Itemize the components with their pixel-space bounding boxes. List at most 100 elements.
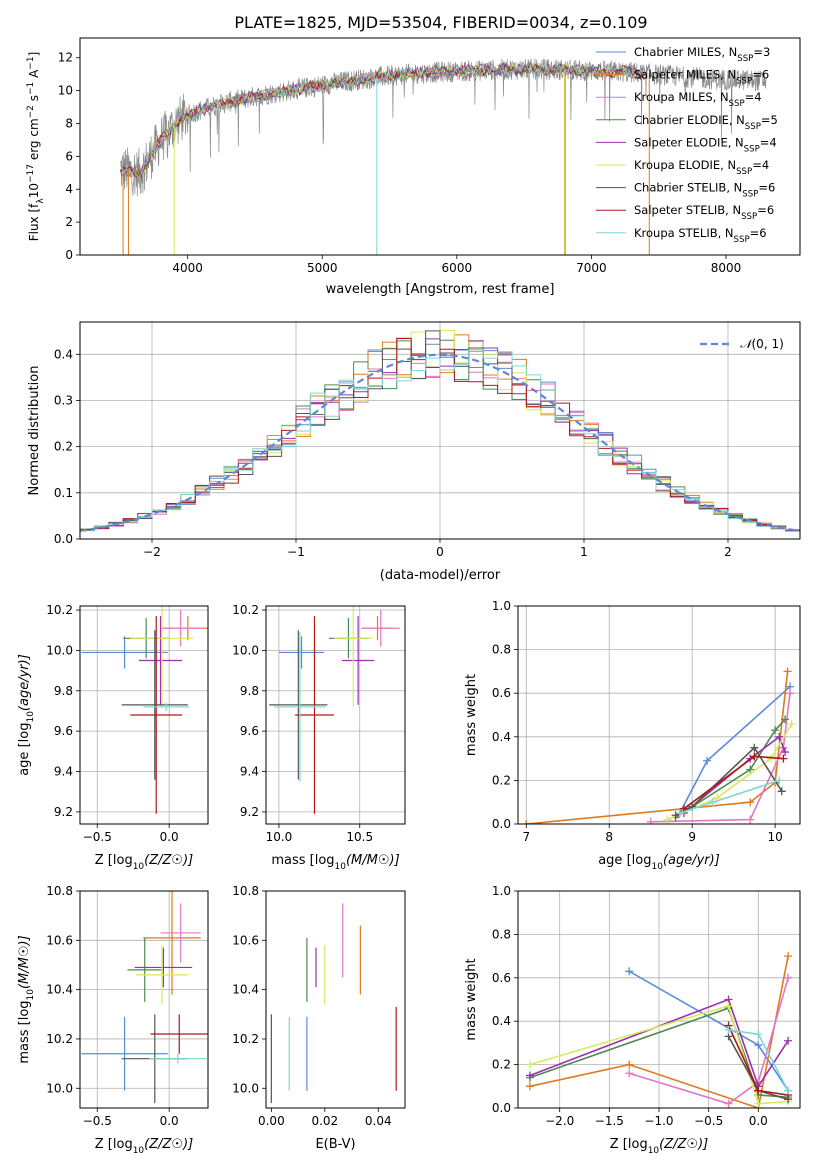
legend-label: Kroupa STELIB, NSSP=6 (634, 226, 767, 245)
mass-weight-marker (724, 1002, 733, 1011)
x-axis-label: wavelength [Angstrom, rest frame] (326, 282, 555, 297)
y-tick-label: 10.8 (232, 884, 259, 898)
x-axis-label: Z [log10(Z/Z☉)] (610, 1137, 708, 1156)
y-tick-label: 9.2 (54, 805, 73, 819)
legend-label: Kroupa ELODIE, NSSP=4 (634, 158, 769, 177)
y-tick-label: 0.0 (492, 817, 511, 831)
mass-weight-line (678, 686, 791, 814)
y-axis-label: age [log10(age/yr)] (17, 654, 36, 776)
y-axis-label: mass weight (464, 958, 479, 1040)
mass-weight-marker (775, 732, 784, 741)
mass-weight-marker (775, 776, 784, 785)
x-tick-label: −1.5 (595, 1114, 624, 1128)
mass-weight-marker (787, 719, 796, 728)
x-tick-label: 5000 (307, 261, 338, 275)
y-tick-label: 1.0 (492, 599, 511, 613)
mass-weight-marker (786, 689, 795, 698)
mass-weight-line (650, 693, 791, 823)
y-tick-label: 0.8 (492, 643, 511, 657)
x-tick-label: −1.0 (644, 1114, 673, 1128)
x-tick-label: −0.5 (83, 830, 112, 844)
y-tick-label: 12 (58, 51, 73, 65)
normal-curve (80, 353, 800, 532)
x-tick-label: 6000 (442, 261, 473, 275)
mass_weight_vs_Z-plot-area (525, 952, 793, 1108)
mass-weight-marker (754, 1041, 763, 1050)
residuals-plot-area (80, 329, 800, 532)
x-tick-label: −0.5 (83, 1114, 112, 1128)
x-axis-label: age [log10(age/yr)] (598, 853, 720, 872)
y-tick-label: 0.2 (54, 440, 73, 454)
mass-weight-marker (784, 1036, 793, 1045)
x-tick-label: 10.5 (346, 830, 373, 844)
mass_vs_Z-panel: −0.5 0.0 10.0 10.2 10.4 10.6 10.8 Z [log10(Z/Z☉… (17, 884, 209, 1156)
mass-weight-marker (625, 1069, 634, 1078)
x-tick-label: 0.0 (160, 830, 179, 844)
x-tick-label: 10 (767, 830, 782, 844)
y-tick-label: 0 (65, 248, 73, 262)
mass_weight_vs_age-panel: 7 8 9 10 0.0 0.2 0.4 0.6 0.8 1.0 mass weight age [l… (464, 599, 801, 872)
y-tick-label: 10.0 (232, 643, 259, 657)
mass-weight-marker (525, 1071, 534, 1080)
mass-weight-marker (746, 815, 755, 824)
mass-weight-marker (750, 743, 759, 752)
y-tick-label: 10.0 (232, 1081, 259, 1095)
x-tick-label: 8 (605, 830, 613, 844)
age_vs_Z-plot-area (81, 606, 208, 814)
y-tick-label: 8 (65, 116, 73, 130)
normal-legend-label: 𝒩(0, 1) (740, 337, 784, 351)
y-tick-label: 9.4 (240, 765, 259, 779)
y-tick-label: 9.8 (54, 684, 73, 698)
y-tick-label: 10.0 (46, 643, 73, 657)
x-tick-label: 0.00 (258, 1114, 285, 1128)
x-tick-label: −0.5 (694, 1114, 723, 1128)
y-tick-label: 0.0 (492, 1101, 511, 1115)
legend-label: Salpeter ELODIE, NSSP=4 (634, 135, 777, 154)
y-tick-label: 10.0 (46, 1081, 73, 1095)
legend-label: Salpeter STELIB, NSSP=6 (634, 203, 774, 222)
axes-frame (79, 890, 209, 1109)
y-axis-label: mass weight (464, 674, 479, 756)
mass-weight-marker (663, 815, 672, 824)
mass-weight-marker (750, 752, 759, 761)
histogram-line (80, 330, 800, 531)
x-tick-label: 2 (724, 545, 732, 559)
y-tick-label: 1.0 (492, 884, 511, 898)
x-axis-label: mass [log10(M/M☉)] (271, 853, 399, 872)
y-tick-label: 0.0 (54, 532, 73, 546)
x-tick-label: 8000 (711, 261, 742, 275)
x-tick-label: 7000 (576, 261, 607, 275)
mass-weight-marker (781, 748, 790, 757)
y-tick-label: 9.4 (54, 765, 73, 779)
y-tick-label: 0.2 (492, 773, 511, 787)
spectrum-plot-area (120, 58, 767, 255)
x-tick-label: −1 (287, 545, 305, 559)
age_vs_mass-panel: 10.0 10.5 9.2 9.4 9.6 9.8 10.0 10.2 mass [log10(… (232, 603, 406, 872)
x-tick-label: 0.0 (160, 1114, 179, 1128)
mass-weight-marker (777, 787, 786, 796)
mass-weight-marker (525, 1082, 534, 1091)
legend-label: Kroupa MILES, NSSP=4 (634, 90, 762, 109)
y-tick-label: 4 (65, 182, 73, 196)
mass-weight-marker (522, 820, 531, 824)
y-tick-label: 10.2 (46, 1032, 73, 1046)
y-tick-label: 9.6 (240, 724, 259, 738)
x-tick-label: 1 (580, 545, 588, 559)
y-axis-label: Normed distribution (27, 366, 42, 496)
mass-weight-marker (708, 798, 717, 807)
y-tick-label: 10.2 (232, 603, 259, 617)
mass-weight-marker (754, 1099, 763, 1108)
mass-weight-marker (771, 726, 780, 735)
x-axis-label: (data-model)/error (380, 568, 501, 583)
mass-weight-line (628, 977, 789, 1105)
x-tick-label: −2 (143, 545, 161, 559)
y-tick-label: 0.4 (492, 730, 511, 744)
x-tick-label: −2.0 (545, 1114, 574, 1128)
axes-frame (79, 37, 801, 256)
y-tick-label: 10.8 (46, 884, 73, 898)
y-tick-label: 10.6 (46, 933, 73, 947)
y-tick-label: 10.2 (232, 1032, 259, 1046)
y-tick-label: 0.4 (54, 347, 73, 361)
y-tick-label: 9.2 (240, 805, 259, 819)
